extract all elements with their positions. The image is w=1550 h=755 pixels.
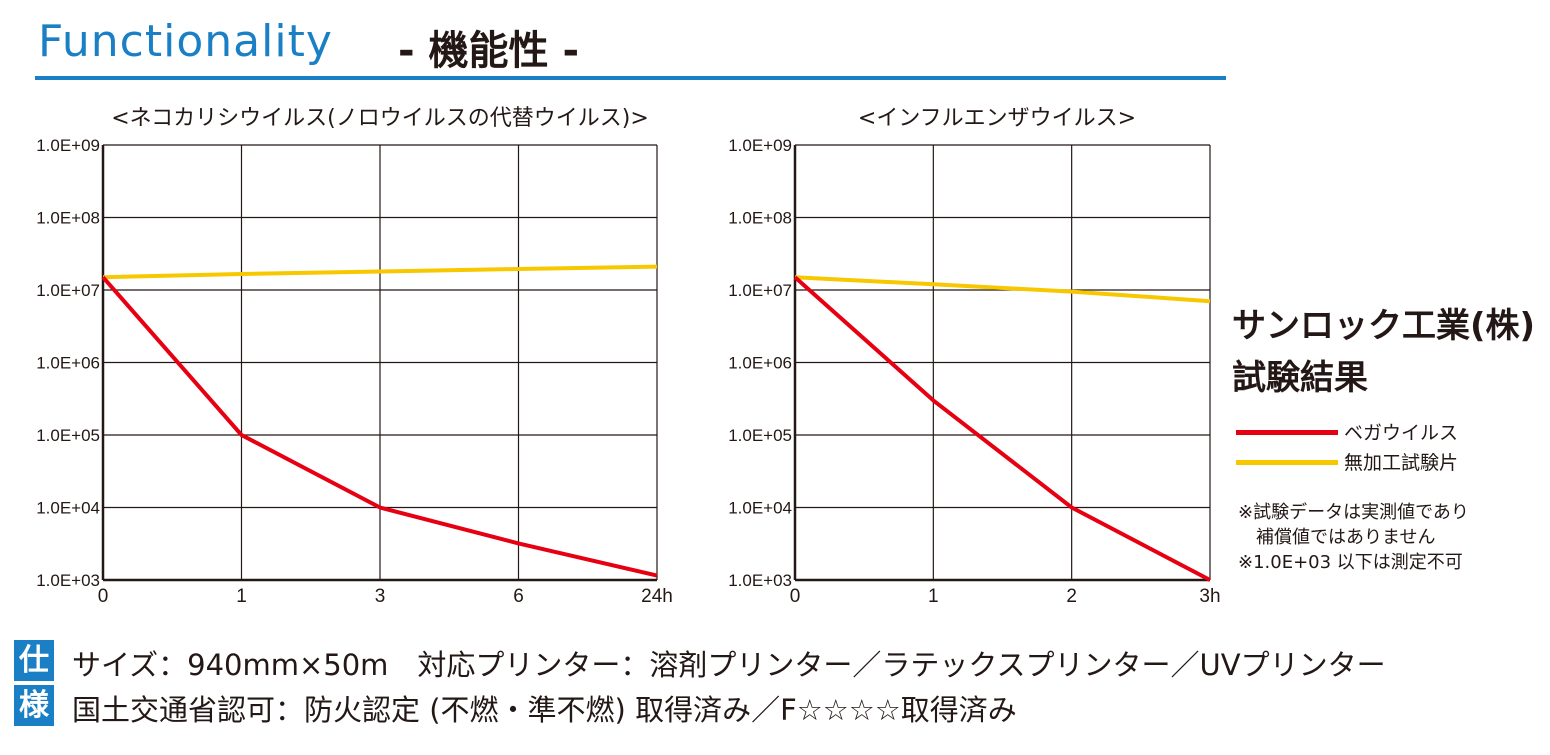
y-tick-label: 1.0E+05 — [728, 426, 792, 445]
y-tick-label: 1.0E+08 — [36, 209, 100, 228]
x-tick-label: 0 — [98, 586, 109, 607]
chart-calicivirus: <ネコカリシウイルス(ノロウイルスの代替ウイルス)> 1.0E+09 1.0E+08… — [36, 106, 673, 607]
y-tick-label: 1.0E+03 — [36, 571, 100, 590]
y-tick-label: 1.0E+04 — [728, 499, 792, 518]
header-rule — [35, 76, 1226, 80]
results-heading-sub: 試験結果 — [1232, 358, 1368, 398]
y-tick-label: 1.0E+03 — [728, 571, 792, 590]
legend-label-vega: ベガウイルス — [1344, 422, 1459, 444]
spec-badge-top: 仕 — [14, 640, 54, 681]
page-title-jp: - 機能性 - — [398, 28, 580, 74]
y-tick-label: 1.0E+07 — [728, 281, 792, 300]
footnote-3: ※1.0E+03 以下は測定不可 — [1238, 552, 1463, 573]
y-tick-label: 1.0E+09 — [728, 136, 792, 155]
x-tick-label: 24h — [641, 586, 673, 607]
legend-swatch-control — [1236, 460, 1338, 465]
x-tick-label: 3 — [375, 586, 386, 607]
results-heading-company: サンロック工業(株) — [1232, 306, 1536, 346]
y-tick-label: 1.0E+04 — [36, 499, 100, 518]
x-tick-label: 2 — [1066, 586, 1077, 607]
y-tick-label: 1.0E+08 — [728, 209, 792, 228]
chart-influenza: <インフルエンザウイルス> 1.0E+09 1.0E+08 1.0E+07 1.0E+0… — [728, 106, 1220, 607]
y-tick-label: 1.0E+09 — [36, 136, 100, 155]
x-tick-label: 1 — [236, 586, 247, 607]
y-tick-label: 1.0E+05 — [36, 426, 100, 445]
y-tick-label: 1.0E+06 — [36, 354, 100, 373]
spec-line-certification: 国土交通省認可：防火認定 (不燃・準不燃) 取得済み／F☆☆☆☆取得済み — [72, 693, 1017, 727]
footnote-1: ※試験データは実測値であり — [1238, 502, 1469, 523]
spec-line-size: サイズ：940mm×50m 対応プリンター：溶剤プリンター／ラテックスプリンター… — [72, 648, 1386, 682]
x-tick-label: 3h — [1199, 586, 1220, 607]
spec-badge-bottom: 様 — [14, 685, 54, 726]
x-tick-label: 1 — [928, 586, 939, 607]
footnote-2: 補償値ではありません — [1238, 527, 1436, 548]
chart-title: <インフルエンザウイルス> — [858, 106, 1136, 131]
series-line-vega — [793, 275, 1211, 582]
series-line-control — [794, 275, 1211, 304]
page-title-en: Functionality — [38, 16, 333, 67]
y-tick-label: 1.0E+06 — [728, 354, 792, 373]
series-line-control — [102, 264, 658, 280]
results-heading: サンロック工業(株) 試験結果 — [1232, 300, 1535, 404]
chart-title: <ネコカリシウイルス(ノロウイルスの代替ウイルス)> — [111, 106, 649, 131]
series-line-vega — [101, 275, 658, 578]
y-tick-label: 1.0E+07 — [36, 281, 100, 300]
charts-canvas: <ネコカリシウイルス(ノロウイルスの代替ウイルス)> 1.0E+09 1.0E+08… — [36, 106, 1220, 607]
legend-label-control: 無加工試験片 — [1344, 452, 1459, 474]
legend-swatch-vega — [1236, 430, 1338, 435]
footnotes: ※試験データは実測値であり 補償値ではありません ※1.0E+03 以下は測定不… — [1238, 500, 1469, 575]
x-tick-label: 0 — [790, 586, 801, 607]
x-tick-label: 6 — [513, 586, 524, 607]
